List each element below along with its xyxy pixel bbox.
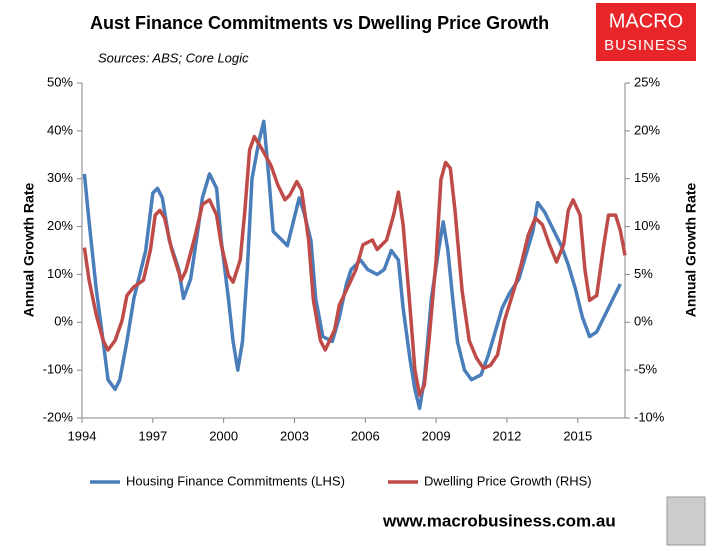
y-tick-label: 30% xyxy=(47,170,73,185)
logo-top: MACRO xyxy=(609,10,683,32)
y-tick-label: 0% xyxy=(54,314,73,329)
y2-tick-label: 25% xyxy=(634,74,660,89)
y2-tick-label: -10% xyxy=(634,409,665,424)
x-tick-label: 2012 xyxy=(492,428,521,443)
x-tick-label: 2015 xyxy=(563,428,592,443)
series-line xyxy=(82,119,622,411)
series-line xyxy=(82,134,627,397)
logo-bottom: BUSINESS xyxy=(604,37,688,54)
y-tick-label: 10% xyxy=(47,266,73,281)
x-tick-label: 2003 xyxy=(280,428,309,443)
legend-label: Dwelling Price Growth (RHS) xyxy=(424,473,592,488)
y-axis-label: Annual Growth Rate xyxy=(21,183,37,318)
chart-subtitle: Sources: ABS; Core Logic xyxy=(98,50,249,65)
y2-tick-label: 15% xyxy=(634,170,660,185)
y-tick-label: -20% xyxy=(43,409,74,424)
wolf-icon xyxy=(666,496,706,546)
y-tick-label: -10% xyxy=(43,362,74,377)
site-url: www.macrobusiness.com.au xyxy=(382,511,616,530)
x-tick-label: 2006 xyxy=(351,428,380,443)
x-tick-label: 1997 xyxy=(138,428,167,443)
y2-tick-label: 5% xyxy=(634,266,653,281)
y2-tick-label: 20% xyxy=(634,122,660,137)
y2-tick-label: 10% xyxy=(634,218,660,233)
x-tick-label: 2000 xyxy=(209,428,238,443)
legend-label: Housing Finance Commitments (LHS) xyxy=(126,473,345,488)
x-tick-label: 2009 xyxy=(422,428,451,443)
y2-tick-label: -5% xyxy=(634,362,658,377)
y-tick-label: 20% xyxy=(47,218,73,233)
chart-title: Aust Finance Commitments vs Dwelling Pri… xyxy=(90,13,549,33)
y2-tick-label: 0% xyxy=(634,314,653,329)
logo-box xyxy=(596,3,696,61)
y-tick-label: 50% xyxy=(47,74,73,89)
y-tick-label: 40% xyxy=(47,122,73,137)
x-tick-label: 1994 xyxy=(68,428,97,443)
y2-axis-label: Annual Growth Rate xyxy=(683,183,699,318)
